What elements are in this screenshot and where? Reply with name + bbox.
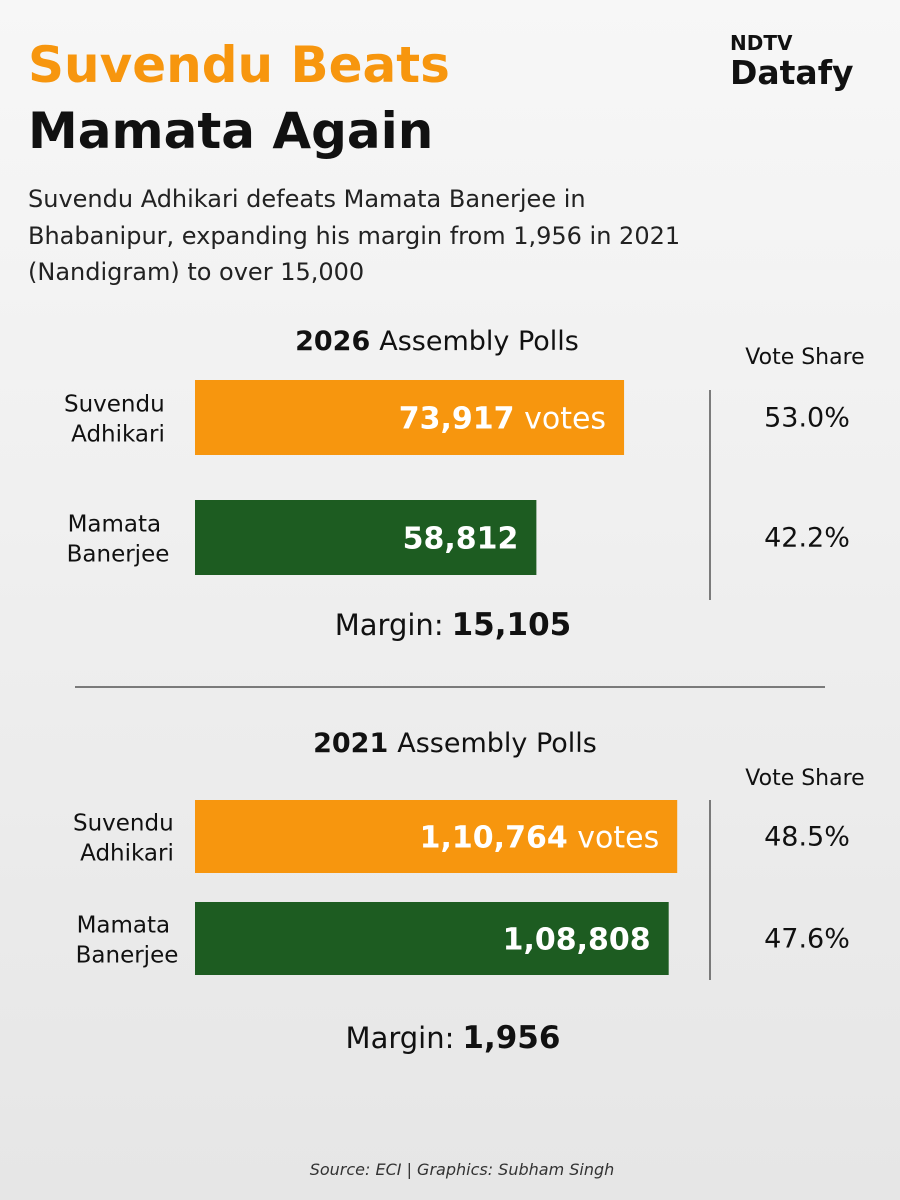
chart-title-year: 2021 [313, 728, 388, 759]
bar [195, 902, 669, 975]
margin-label: Margin: [335, 608, 444, 642]
margin-label: Margin: [346, 1021, 455, 1055]
margin: Margin: 1,956 [346, 1020, 561, 1056]
title-line: Mamata Again [28, 102, 433, 160]
category-label: Suvendu Adhikari [64, 392, 172, 448]
value-label: 73,917 votes [399, 402, 606, 437]
chart-title-text: Assembly Polls [397, 728, 597, 759]
source: Source: ECI | Graphics: Subham Singh [310, 1160, 615, 1179]
value-label: 1,10,764 votes [420, 821, 660, 856]
vote-share-header: Vote Share [745, 766, 864, 791]
category-label: Mamata Banerjee [76, 913, 179, 969]
bar [195, 500, 537, 575]
subtitle-line: Bhabanipur, expanding his margin from 1,… [28, 222, 680, 250]
chart-title: 2026 Assembly Polls [295, 326, 579, 357]
margin-value: 1,956 [462, 1020, 560, 1056]
value-label: 58,812 [403, 522, 519, 557]
title-line: Suvendu Beats [28, 36, 450, 94]
subtitle-line: (Nandigram) to over 15,000 [28, 258, 364, 286]
margin: Margin: 15,105 [335, 607, 571, 643]
category-label: Mamata Banerjee [67, 512, 170, 568]
subtitle-line: Suvendu Adhikari defeats Mamata Banerjee… [28, 185, 586, 213]
vote-share: 47.6% [764, 924, 850, 955]
margin-value: 15,105 [452, 607, 572, 643]
vote-share: 48.5% [764, 822, 850, 853]
chart-title-text: Assembly Polls [379, 326, 579, 357]
vote-share: 42.2% [764, 523, 850, 554]
bar [195, 380, 625, 455]
chart-title: 2021 Assembly Polls [313, 728, 597, 759]
value-label: 1,08,808 [503, 923, 651, 958]
vote-share: 53.0% [764, 403, 850, 434]
logo-bottom: Datafy [730, 53, 854, 92]
bar [195, 800, 678, 873]
logo-top: NDTV [730, 31, 793, 55]
vote-share-header: Vote Share [745, 345, 864, 370]
category-label: Suvendu Adhikari [73, 811, 181, 867]
chart-title-year: 2026 [295, 326, 370, 357]
